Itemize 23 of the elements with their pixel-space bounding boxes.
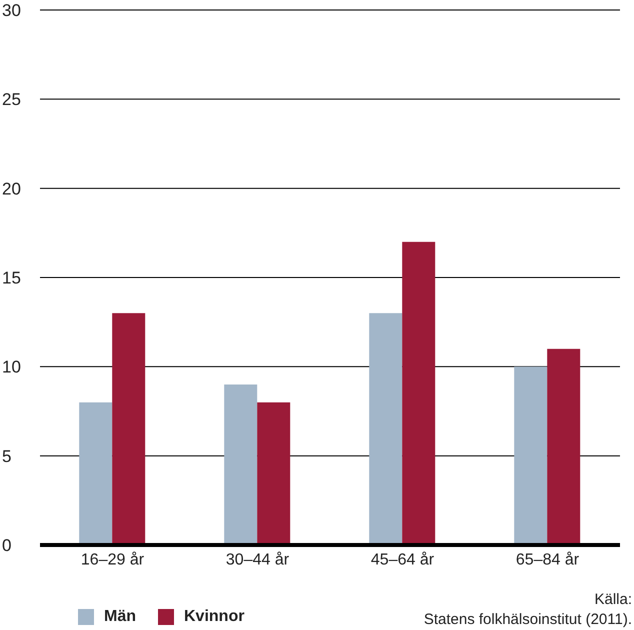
bar <box>514 366 548 545</box>
text: Statens folkhälsoinstitut (2011). <box>424 610 632 630</box>
bar <box>402 242 436 545</box>
y-tick-label: 25 <box>2 90 21 110</box>
bar <box>224 384 258 545</box>
legend-label: Män <box>104 608 136 626</box>
y-tick-label: 5 <box>2 446 12 466</box>
y-tick-label: 0 <box>2 536 12 556</box>
x-tick-label: 45–64 år <box>370 551 435 568</box>
x-tick-label: 65–84 år <box>516 551 580 568</box>
y-tick-label: 10 <box>2 358 21 377</box>
bar <box>79 402 112 545</box>
y-tick-label: 15 <box>2 268 21 288</box>
x-tick-label: 16–29 år <box>80 551 145 568</box>
x-tick-label: 30–44 år <box>226 551 290 568</box>
legend-label: Kvinnor <box>184 608 244 626</box>
bar <box>257 402 290 545</box>
bar <box>547 348 580 545</box>
bar <box>112 313 146 545</box>
text: Källa: <box>593 590 632 610</box>
y-tick-label: 30 <box>2 1 21 20</box>
bar <box>369 313 402 545</box>
y-tick-label: 20 <box>2 179 21 198</box>
